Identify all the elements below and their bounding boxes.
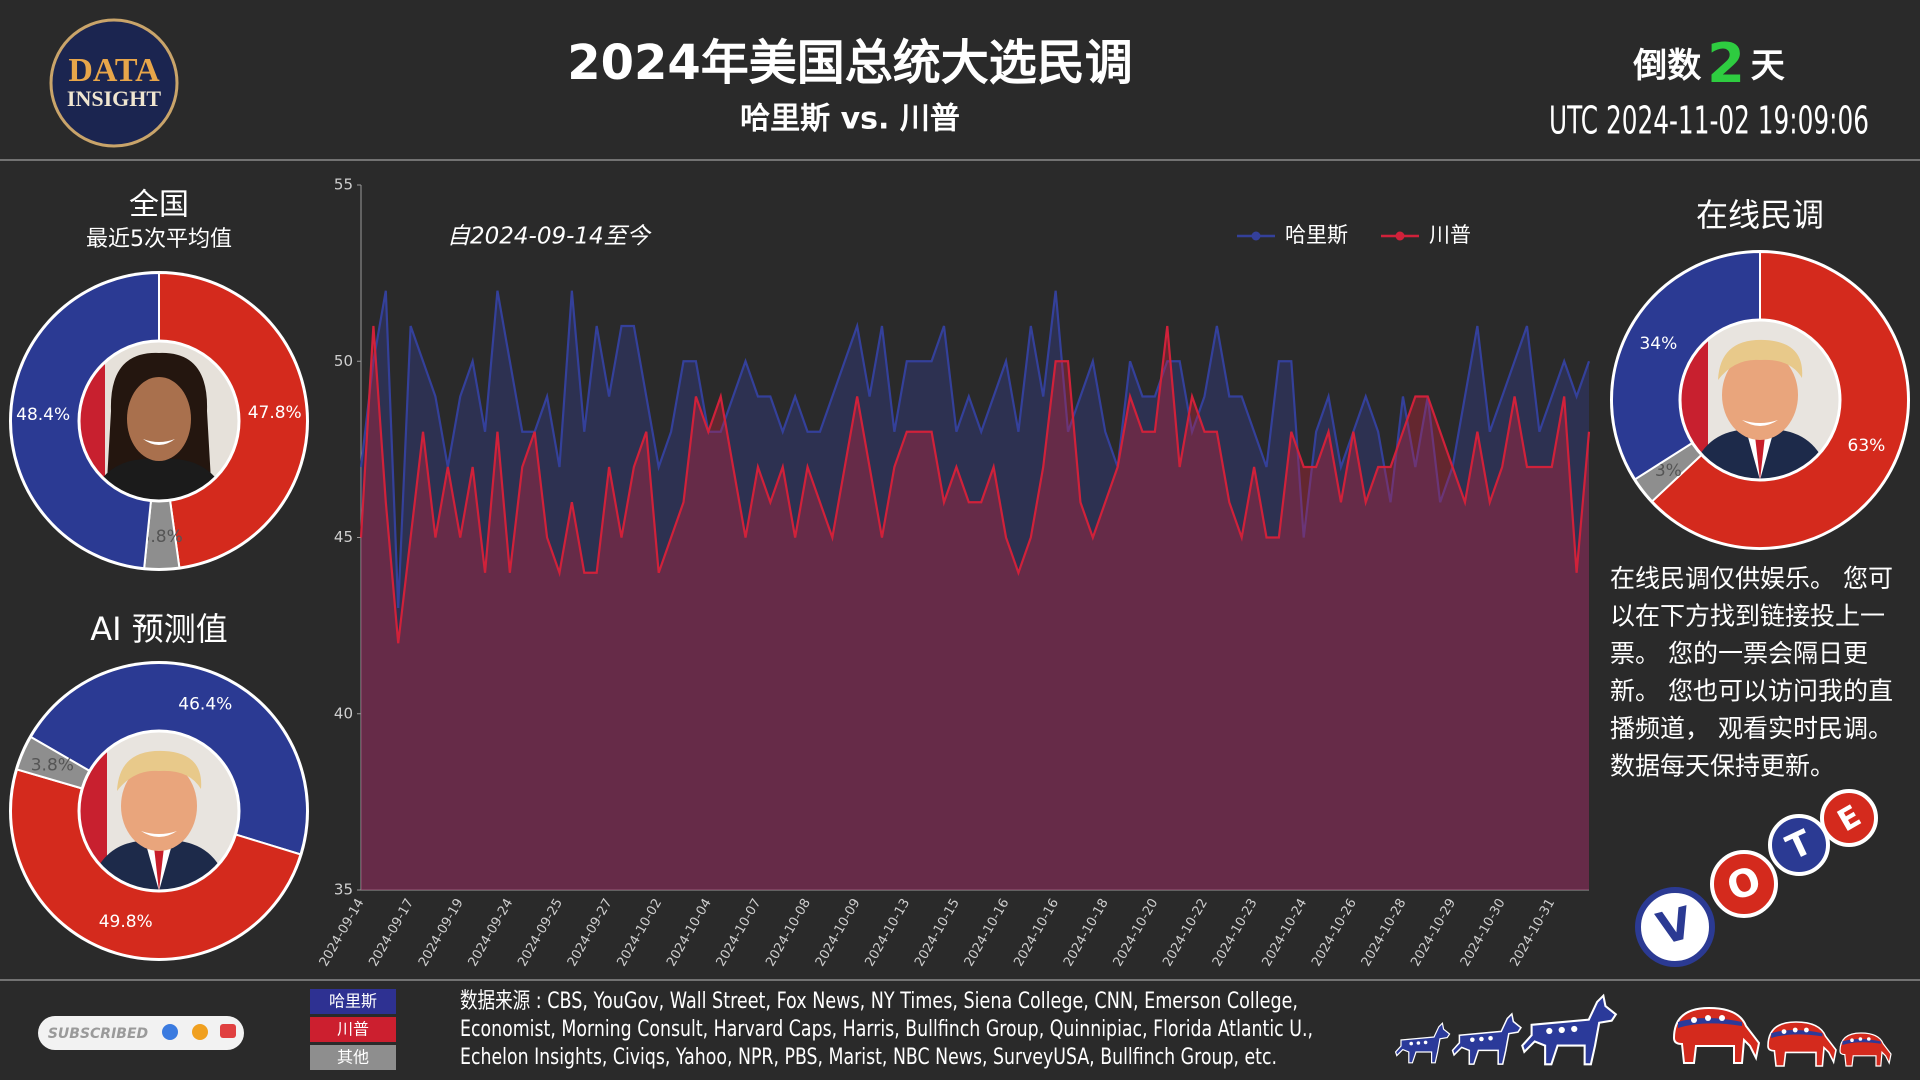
chart-title: 全国	[129, 188, 189, 223]
page-title: 2024年美国总统大选民调	[567, 35, 1133, 91]
logo-text: INSIGHT	[67, 86, 161, 111]
value-label: 49.8%	[99, 912, 153, 932]
note-line: 数据每天保持更新。	[1610, 752, 1835, 781]
legend-label: 哈里斯	[1285, 223, 1348, 247]
sources: 数据来源 : CBS, YouGov, Wall Street, Fox New…	[460, 989, 1313, 1070]
vote-circle	[1768, 814, 1830, 876]
logo-text: DATA	[68, 52, 160, 89]
area-fill	[361, 326, 1589, 890]
value-label: 46.4%	[178, 695, 232, 715]
logo-badge	[49, 18, 179, 148]
value-label: 63%	[1848, 436, 1886, 456]
legend-swatch	[310, 1045, 396, 1070]
subscribe-button[interactable]: SUBSCRIBED	[38, 1016, 244, 1050]
value-label: 3.8%	[31, 755, 74, 775]
logo: DATA INSIGHT	[49, 18, 179, 148]
legend-label: 其他	[337, 1048, 369, 1067]
value-label: 3%	[1655, 461, 1682, 481]
legend-label: 哈里斯	[329, 992, 377, 1011]
note-line: 新。 您也可以访问我的直	[1610, 677, 1893, 706]
vote-badge[interactable]: V O T E	[1635, 789, 1878, 967]
photo-frame	[1678, 318, 1842, 482]
y-tick-label: 35	[334, 881, 353, 899]
vote-circle	[1635, 887, 1715, 967]
source-line: Echelon Insights, Civiqs, Yahoo, NPR, PB…	[460, 1045, 1277, 1070]
note-line: 票。 您的一票会隔日更	[1610, 639, 1868, 668]
y-tick-label: 40	[334, 704, 353, 722]
value-label: 48.4%	[16, 405, 70, 425]
subscribe-pill	[38, 1016, 244, 1050]
note-line: 以在下方找到链接投上一	[1610, 602, 1885, 631]
countdown-suffix: 天	[1751, 46, 1785, 86]
chart-annotation: 自2024-09-14至今	[447, 224, 652, 250]
y-tick-label: 50	[334, 352, 353, 370]
chart-title: AI 预测值	[90, 610, 228, 648]
source-line: Economist, Morning Consult, Harvard Caps…	[460, 1017, 1313, 1042]
legend-label: 川普	[337, 1020, 369, 1039]
value-label: 3.8%	[140, 527, 183, 547]
source-line: 数据来源 : CBS, YouGov, Wall Street, Fox New…	[460, 989, 1298, 1014]
countdown-days: 2	[1707, 32, 1745, 95]
vote-circle	[1820, 789, 1878, 847]
series-line	[359, 325, 1591, 644]
chart-title: 在线民调	[1696, 196, 1824, 234]
vote-circle	[1710, 850, 1778, 918]
photo-frame	[77, 339, 241, 503]
timestamp: UTC 2024-11-02 19:09:06	[1549, 99, 1869, 143]
legend-swatch	[310, 989, 396, 1014]
note-line: 播频道， 观看实时民调。	[1610, 714, 1893, 743]
y-tick-label: 45	[334, 528, 353, 546]
chart-subtitle: 最近5次平均值	[86, 227, 232, 252]
photo-frame	[77, 729, 241, 893]
bell-icon	[192, 1024, 208, 1040]
countdown-prefix: 倒数	[1632, 46, 1701, 86]
subscribe-label: SUBSCRIBED	[48, 1026, 148, 1042]
value-label: 34%	[1639, 334, 1677, 354]
comment-icon	[220, 1024, 236, 1038]
legend-dot	[1251, 231, 1261, 241]
value-label: 47.8%	[248, 403, 302, 423]
legend-label: 川普	[1429, 223, 1471, 247]
note-line: 在线民调仅供娱乐。 您可	[1610, 564, 1893, 593]
legend-swatch	[310, 1017, 396, 1042]
countdown: 倒数 2 天	[1632, 32, 1785, 95]
page-subtitle: 哈里斯 vs. 川普	[740, 102, 960, 137]
legend-dot	[1395, 231, 1405, 241]
y-tick-label: 55	[334, 176, 353, 194]
charts: 47.8%3.8%48.4%35404550552024-09-142024-0…	[9, 176, 1910, 969]
like-icon	[162, 1024, 178, 1040]
